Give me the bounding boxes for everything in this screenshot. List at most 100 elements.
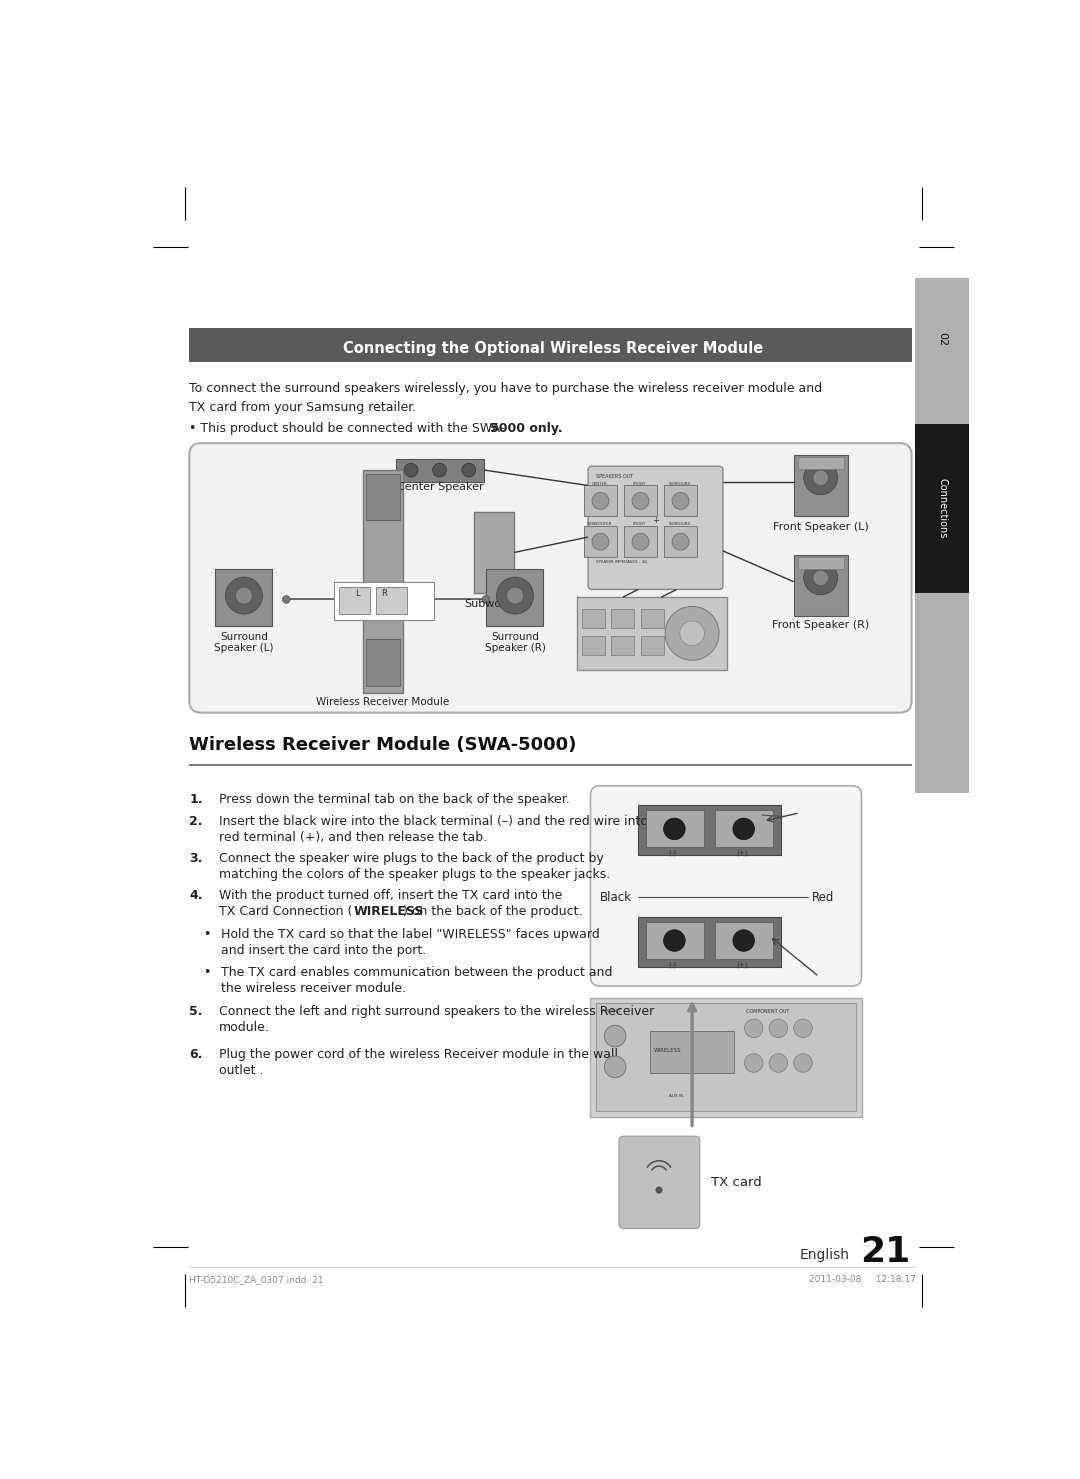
Bar	[624, 527, 657, 558]
Text: Plug the power cord of the wireless Receiver module in the wall: Plug the power cord of the wireless Rece…	[218, 1047, 618, 1060]
Bar	[366, 639, 400, 686]
Text: and insert the card into the port.: and insert the card into the port.	[220, 945, 427, 957]
Circle shape	[497, 577, 534, 614]
Circle shape	[663, 930, 685, 951]
Circle shape	[744, 1053, 762, 1072]
Bar	[650, 1031, 734, 1072]
Text: COMPONENT OUT: COMPONENT OUT	[746, 1009, 789, 1015]
Circle shape	[665, 606, 719, 660]
Bar	[646, 921, 704, 958]
Circle shape	[433, 463, 446, 478]
Bar	[584, 527, 617, 558]
Circle shape	[733, 818, 755, 840]
Bar	[916, 278, 970, 793]
Text: 5000 only.: 5000 only.	[489, 423, 563, 435]
Text: With the product turned off, insert the TX card into the: With the product turned off, insert the …	[218, 889, 562, 902]
Text: •: •	[203, 966, 211, 979]
Circle shape	[813, 571, 828, 586]
Text: AUX IN: AUX IN	[669, 1094, 684, 1097]
Bar	[794, 454, 848, 516]
Text: Red: Red	[811, 890, 834, 904]
Text: 2.: 2.	[189, 815, 203, 828]
Circle shape	[592, 493, 609, 509]
Circle shape	[462, 463, 475, 478]
Text: 5.: 5.	[189, 1006, 203, 1018]
Text: FM ANT: FM ANT	[602, 1009, 621, 1015]
Text: 2011-03-08     12:18:17: 2011-03-08 12:18:17	[809, 1275, 916, 1284]
Text: TX card: TX card	[712, 1176, 762, 1189]
Circle shape	[804, 461, 838, 494]
Text: WIRELESS: WIRELESS	[653, 1047, 681, 1053]
Circle shape	[733, 930, 755, 951]
Bar	[611, 609, 634, 629]
Bar	[715, 921, 773, 958]
Bar	[339, 587, 370, 614]
Bar	[715, 810, 773, 847]
Text: Front Speaker (L): Front Speaker (L)	[773, 522, 868, 532]
Text: Hold the TX card so that the label "WIRELESS" faces upward: Hold the TX card so that the label "WIRE…	[220, 929, 599, 941]
Bar	[189, 328, 912, 362]
Text: To connect the surround speakers wirelessly, you have to purchase the wireless r: To connect the surround speakers wireles…	[189, 382, 822, 395]
Text: Connect the left and right surround speakers to the wireless Receiver: Connect the left and right surround spea…	[218, 1006, 653, 1018]
Bar	[582, 636, 605, 655]
Text: SPEAKERS OUT: SPEAKERS OUT	[596, 473, 633, 479]
Circle shape	[794, 1019, 812, 1038]
Bar	[577, 598, 727, 670]
Text: L: L	[355, 589, 360, 598]
Bar	[591, 997, 862, 1117]
Bar	[486, 568, 543, 627]
Text: (-): (-)	[669, 850, 677, 856]
Bar	[916, 424, 970, 593]
Circle shape	[769, 1053, 787, 1072]
Bar	[638, 805, 781, 855]
Circle shape	[744, 1019, 762, 1038]
Bar	[582, 609, 605, 629]
Bar	[366, 473, 400, 521]
Text: +: +	[651, 516, 659, 525]
Circle shape	[605, 1025, 626, 1047]
Text: Insert the black wire into the black terminal (–) and the red wire into the: Insert the black wire into the black ter…	[218, 815, 672, 828]
Circle shape	[804, 561, 838, 595]
Circle shape	[592, 534, 609, 550]
Circle shape	[404, 463, 418, 478]
Circle shape	[663, 818, 685, 840]
Text: (-): (-)	[669, 961, 677, 967]
Text: Press down the terminal tab on the back of the speaker.: Press down the terminal tab on the back …	[218, 793, 569, 806]
Text: WIRELESS: WIRELESS	[353, 905, 423, 918]
Bar	[624, 485, 657, 516]
Bar	[596, 1003, 856, 1111]
Text: Subwoofer: Subwoofer	[464, 599, 524, 609]
Bar	[584, 485, 617, 516]
Text: TX card from your Samsung retailer.: TX card from your Samsung retailer.	[189, 401, 417, 414]
Circle shape	[226, 577, 262, 614]
Text: •: •	[203, 929, 211, 941]
Circle shape	[605, 1056, 626, 1078]
Bar	[395, 458, 484, 482]
Text: Surround
Speaker (L): Surround Speaker (L)	[214, 632, 273, 654]
Circle shape	[482, 596, 489, 603]
Circle shape	[794, 1053, 812, 1072]
Text: 6.: 6.	[189, 1047, 203, 1060]
Text: SURROUND: SURROUND	[669, 522, 691, 527]
Bar	[664, 485, 697, 516]
Circle shape	[656, 1188, 662, 1194]
Text: the wireless receiver module.: the wireless receiver module.	[220, 982, 406, 995]
Text: English: English	[800, 1248, 850, 1262]
Text: Connections: Connections	[937, 478, 947, 538]
Bar	[377, 587, 407, 614]
Text: Center Speaker: Center Speaker	[397, 482, 484, 491]
Text: matching the colors of the speaker plugs to the speaker jacks.: matching the colors of the speaker plugs…	[218, 868, 610, 881]
Text: outlet .: outlet .	[218, 1063, 264, 1077]
Bar	[794, 555, 848, 617]
Text: 1.: 1.	[189, 793, 203, 806]
Circle shape	[679, 621, 704, 646]
Text: R: R	[381, 589, 387, 598]
Bar	[611, 636, 634, 655]
Text: 3.: 3.	[189, 852, 203, 865]
Text: Black: Black	[599, 890, 632, 904]
Text: • This product should be connected with the SWA-: • This product should be connected with …	[189, 423, 504, 435]
Bar	[474, 512, 514, 593]
Circle shape	[507, 587, 524, 603]
Bar	[640, 609, 663, 629]
Text: FRONT: FRONT	[633, 522, 646, 527]
